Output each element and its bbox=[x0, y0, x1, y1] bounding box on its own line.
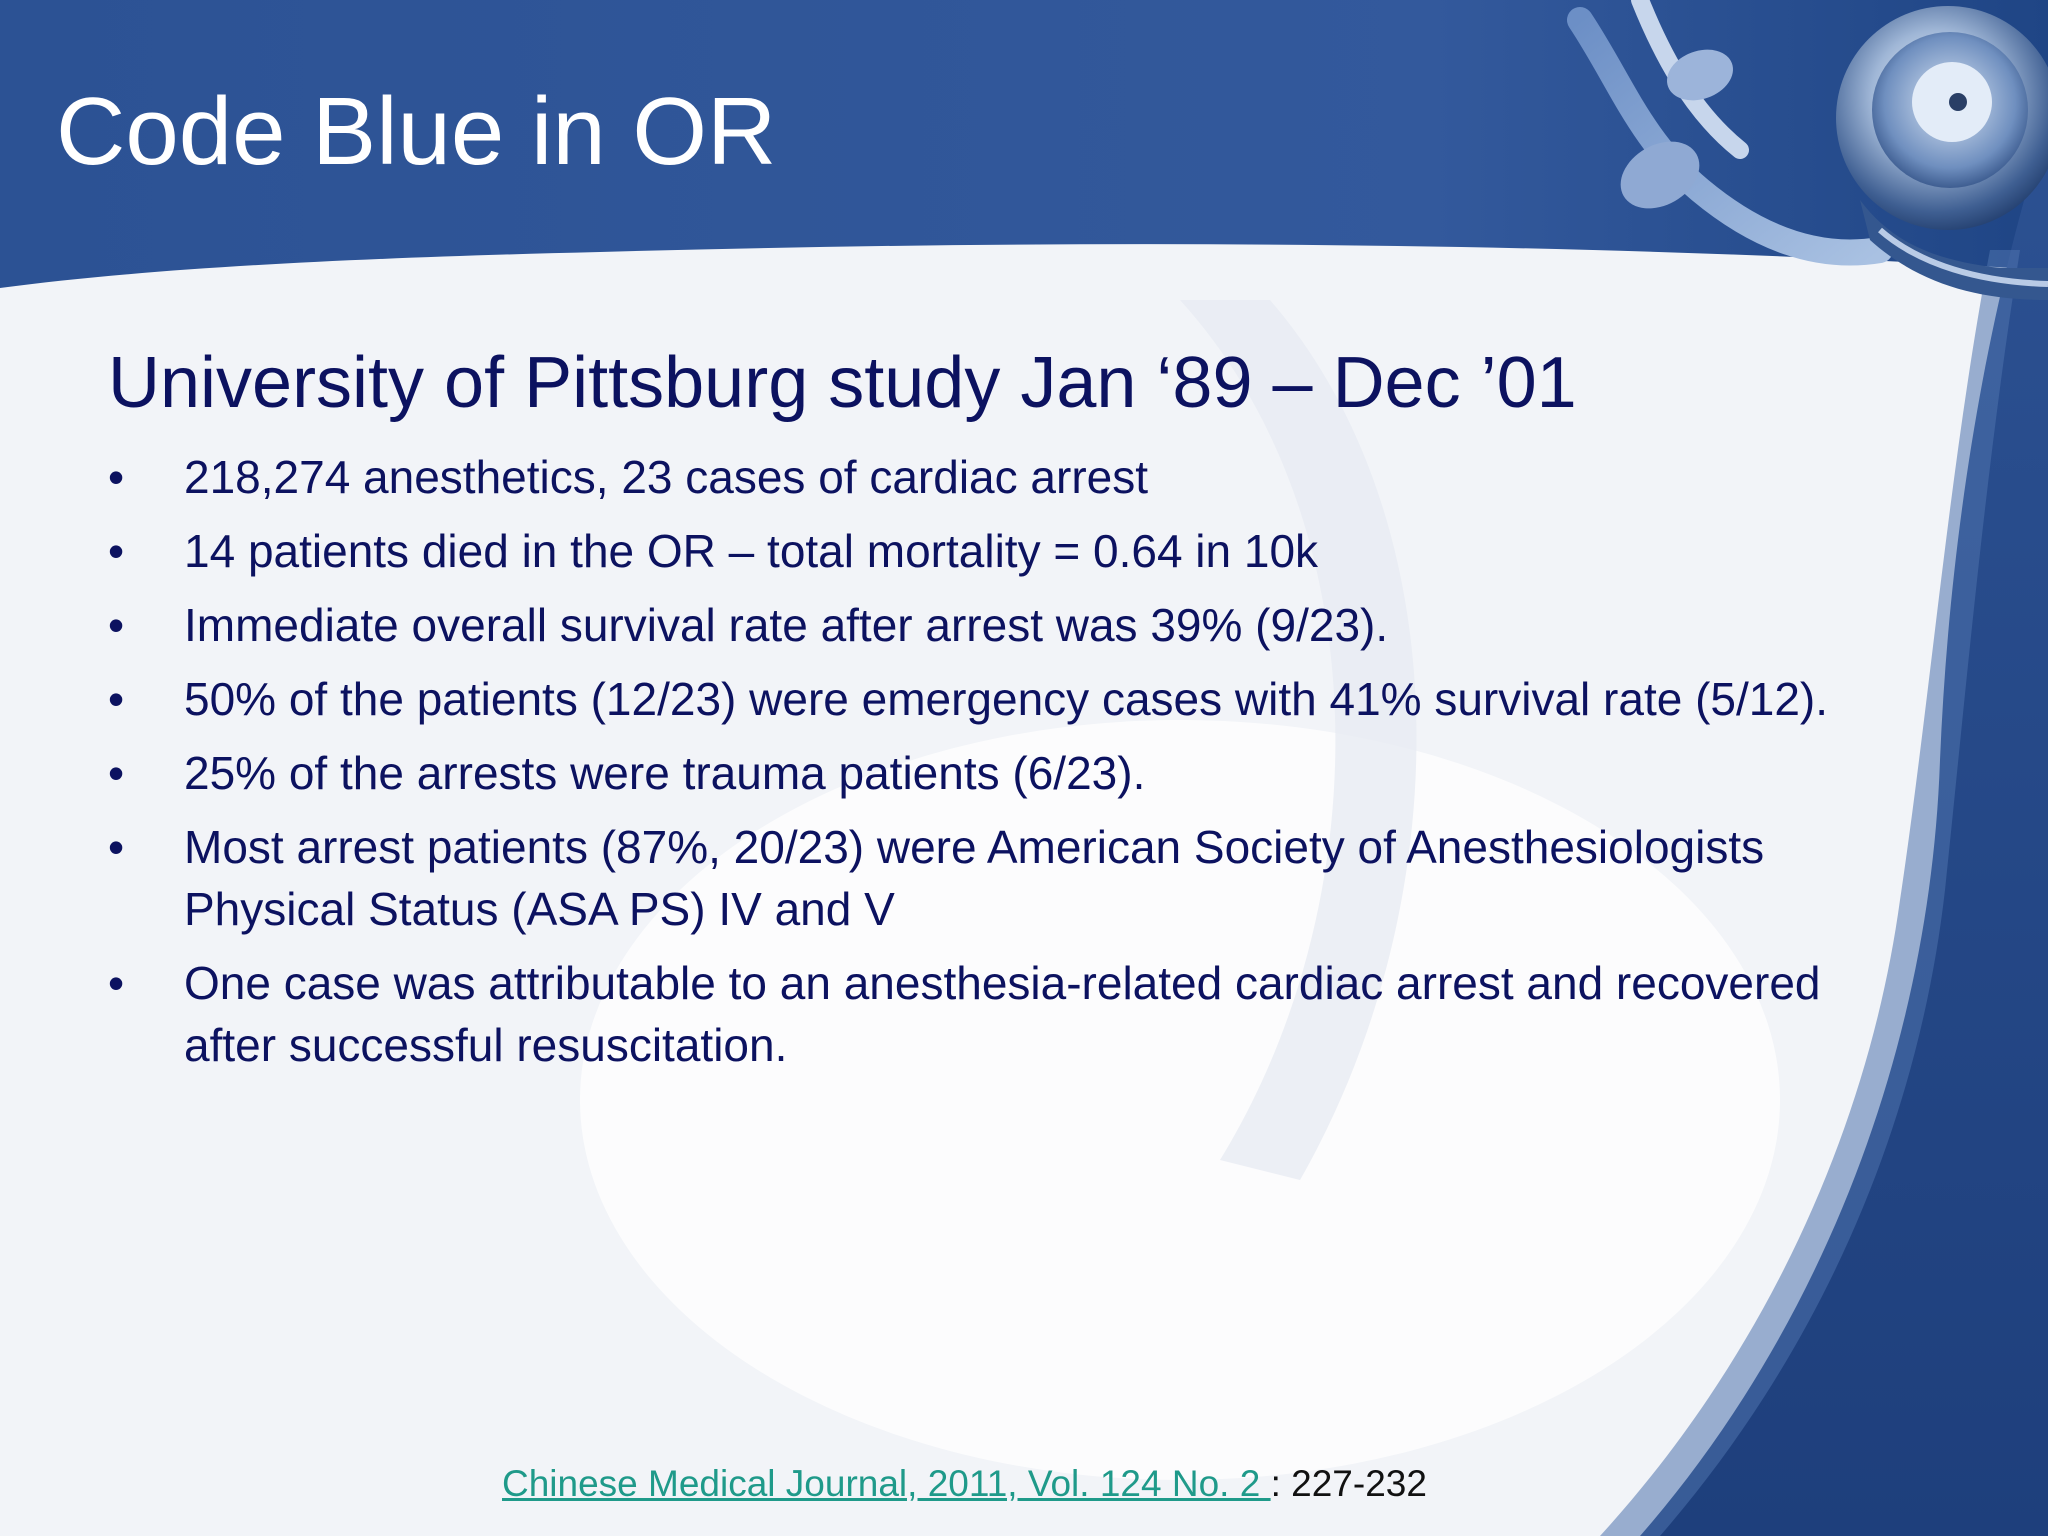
citation: Chinese Medical Journal, 2011, Vol. 124 … bbox=[502, 1458, 1427, 1510]
bullet-item: • 50% of the patients (12/23) were emerge… bbox=[108, 668, 1888, 730]
bullet-text: 218,274 anesthetics, 23 cases of cardiac… bbox=[184, 451, 1149, 503]
bullet-marker: • bbox=[108, 747, 125, 799]
bullet-text: One case was attributable to an anesthes… bbox=[184, 957, 1821, 1071]
bullet-text: 50% of the patients (12/23) were emergen… bbox=[184, 673, 1829, 725]
slide-title: Code Blue in OR bbox=[56, 78, 777, 185]
bullet-item: • Immediate overall survival rate after a… bbox=[108, 594, 1888, 656]
bullet-text: Immediate overall survival rate after ar… bbox=[184, 599, 1389, 651]
bullet-marker: • bbox=[108, 957, 125, 1009]
stethoscope-image bbox=[1567, 0, 2048, 300]
bullet-marker: • bbox=[108, 525, 125, 577]
bullet-text: 25% of the arrests were trauma patients … bbox=[184, 747, 1146, 799]
citation-link[interactable]: Chinese Medical Journal, 2011, Vol. 124 … bbox=[502, 1463, 1271, 1504]
bullet-item: • One case was attributable to an anesthe… bbox=[108, 952, 1888, 1076]
bullet-item: • 14 patients died in the OR – total mort… bbox=[108, 520, 1888, 582]
bullet-marker: • bbox=[108, 821, 125, 873]
bullet-list: • 218,274 anesthetics, 23 cases of cardia… bbox=[108, 446, 1888, 1088]
bullet-item: • 218,274 anesthetics, 23 cases of cardia… bbox=[108, 446, 1888, 508]
bullet-marker: • bbox=[108, 673, 125, 725]
bullet-marker: • bbox=[108, 451, 125, 503]
slide-subtitle: University of Pittsburg study Jan ‘89 – … bbox=[108, 343, 1577, 423]
bullet-item: • 25% of the arrests were trauma patients… bbox=[108, 742, 1888, 804]
bullet-text: Most arrest patients (87%, 20/23) were A… bbox=[184, 821, 1765, 935]
bullet-text: 14 patients died in the OR – total morta… bbox=[184, 525, 1319, 577]
bullet-marker: • bbox=[108, 599, 125, 651]
citation-pages: : 227-232 bbox=[1270, 1463, 1427, 1504]
bullet-item: • Most arrest patients (87%, 20/23) were … bbox=[108, 816, 1888, 940]
